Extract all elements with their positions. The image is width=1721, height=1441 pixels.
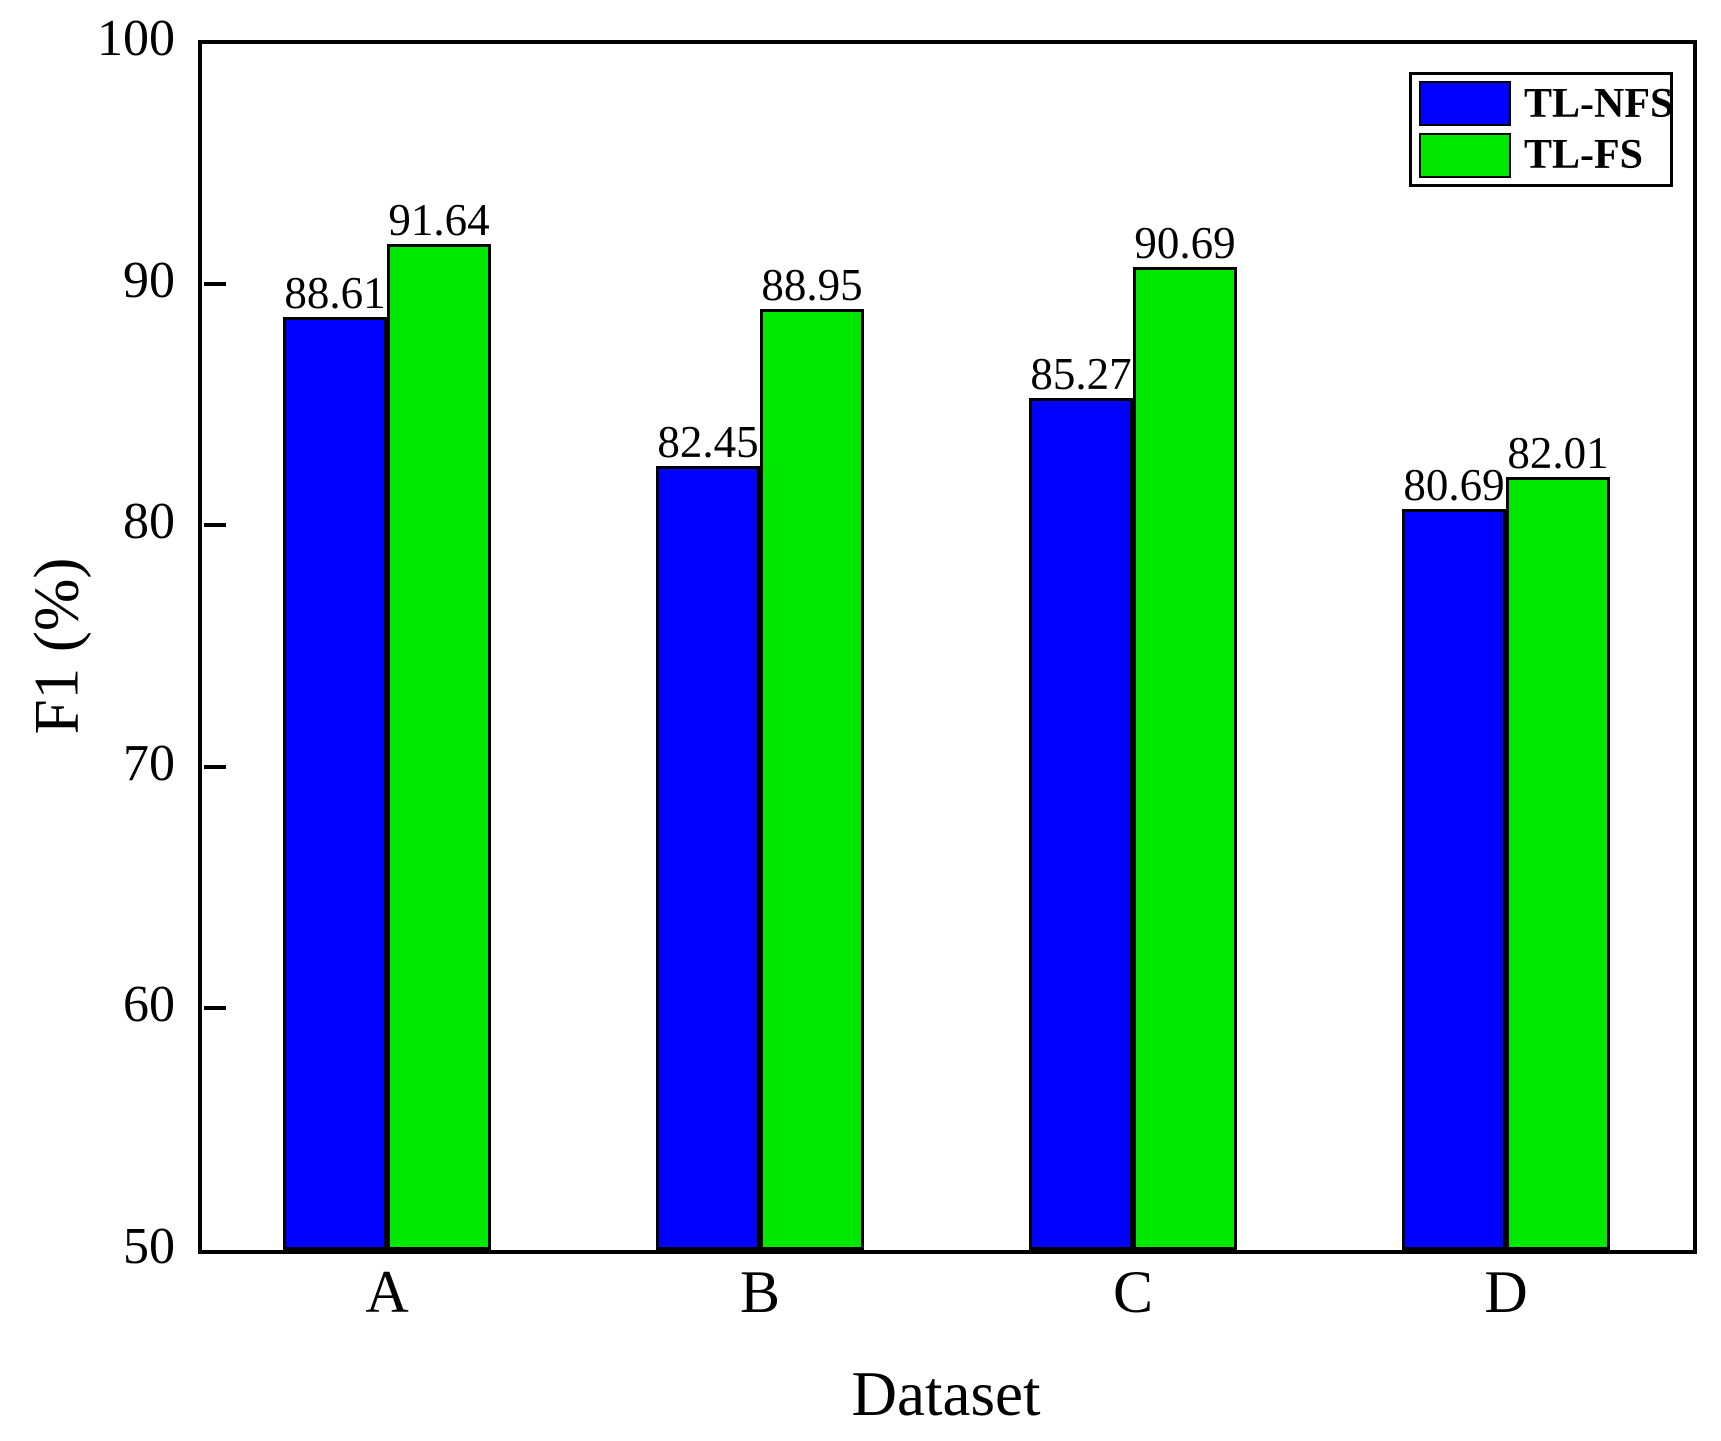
value-label-TL-NFS-A: 88.61 xyxy=(284,268,386,318)
legend-swatch-TL-FS xyxy=(1419,132,1511,178)
value-label-TL-FS-B: 88.95 xyxy=(761,260,863,310)
value-label-TL-NFS-C: 85.27 xyxy=(1030,349,1132,399)
x-tick-label-C: C xyxy=(1112,1259,1154,1325)
bar-TL-NFS-A xyxy=(283,317,387,1250)
legend-item-TL-NFS: TL-NFS xyxy=(1419,80,1674,127)
y-tick-mark-80 xyxy=(204,523,226,527)
y-tick-label-70: 70 xyxy=(123,735,175,792)
y-tick-mark-60 xyxy=(204,1006,226,1010)
x-axis-title: Dataset xyxy=(851,1359,1041,1429)
legend-label-TL-NFS: TL-NFS xyxy=(1524,80,1674,127)
legend: TL-NFS TL-FS xyxy=(1409,72,1673,187)
value-label-TL-FS-D: 82.01 xyxy=(1507,428,1609,478)
value-label-TL-FS-A: 91.64 xyxy=(388,195,490,245)
bar-TL-FS-A xyxy=(387,244,491,1250)
y-axis-title: F1 (%) xyxy=(21,557,92,735)
bar-TL-NFS-C xyxy=(1029,398,1133,1250)
y-tick-label-80: 80 xyxy=(123,493,175,550)
legend-item-TL-FS: TL-FS xyxy=(1419,132,1670,179)
y-tick-label-90: 90 xyxy=(123,252,175,309)
y-tick-label-100: 100 xyxy=(97,10,175,67)
value-label-TL-NFS-B: 82.45 xyxy=(657,417,759,467)
bar-TL-FS-B xyxy=(760,309,864,1250)
x-tick-label-A: A xyxy=(365,1259,409,1325)
x-tick-label-D: D xyxy=(1484,1259,1528,1325)
bar-TL-FS-D xyxy=(1506,477,1610,1250)
legend-label-TL-FS: TL-FS xyxy=(1524,132,1644,179)
y-tick-label-50: 50 xyxy=(123,1218,175,1275)
y-tick-mark-90 xyxy=(204,282,226,286)
y-tick-mark-70 xyxy=(204,765,226,769)
y-tick-label-60: 60 xyxy=(123,976,175,1033)
bar-TL-NFS-D xyxy=(1402,509,1506,1250)
bar-TL-NFS-B xyxy=(656,466,760,1250)
x-tick-label-B: B xyxy=(739,1259,781,1325)
legend-swatch-TL-NFS xyxy=(1419,81,1511,127)
value-label-TL-FS-C: 90.69 xyxy=(1134,218,1236,268)
value-label-TL-NFS-D: 80.69 xyxy=(1403,460,1505,510)
bar-TL-FS-C xyxy=(1133,267,1237,1250)
